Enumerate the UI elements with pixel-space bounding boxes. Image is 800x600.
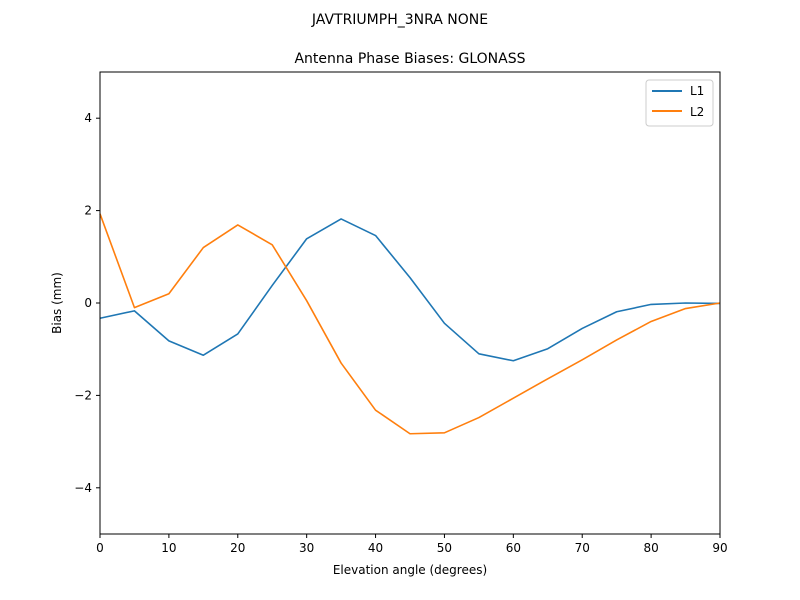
- x-tick-label: 40: [368, 541, 383, 555]
- chart-suptitle: JAVTRIUMPH_3NRA NONE: [311, 12, 488, 28]
- y-tick-label: −2: [74, 388, 92, 402]
- x-tick-label: 20: [230, 541, 245, 555]
- y-tick-label: 4: [84, 111, 92, 125]
- y-axis-label: Bias (mm): [50, 272, 64, 334]
- x-tick-label: 10: [161, 541, 176, 555]
- y-tick-label: 0: [84, 296, 92, 310]
- x-tick-label: 50: [437, 541, 452, 555]
- x-tick-label: 80: [643, 541, 658, 555]
- x-tick-label: 60: [506, 541, 521, 555]
- series-line-l2: [99, 213, 721, 435]
- x-tick-label: 30: [299, 541, 314, 555]
- ticks-layer: 0 10 20 30 40 50 60 70 80 90 −4 −2 0 2 4: [74, 111, 727, 555]
- legend-label-l2: L2: [690, 105, 704, 119]
- y-tick-label: −4: [74, 481, 92, 495]
- chart-title: Antenna Phase Biases: GLONASS: [294, 51, 525, 67]
- x-axis-label: Elevation angle (degrees): [333, 563, 487, 577]
- series-layer: [99, 213, 721, 435]
- x-tick-label: 70: [575, 541, 590, 555]
- legend-label-l1: L1: [690, 84, 704, 98]
- y-tick-label: 2: [84, 204, 92, 218]
- legend: L1 L2: [645, 79, 714, 127]
- series-line-l1: [99, 218, 721, 362]
- x-tick-label: 0: [96, 541, 104, 555]
- plot-frame: [99, 71, 721, 535]
- x-tick-label: 90: [712, 541, 727, 555]
